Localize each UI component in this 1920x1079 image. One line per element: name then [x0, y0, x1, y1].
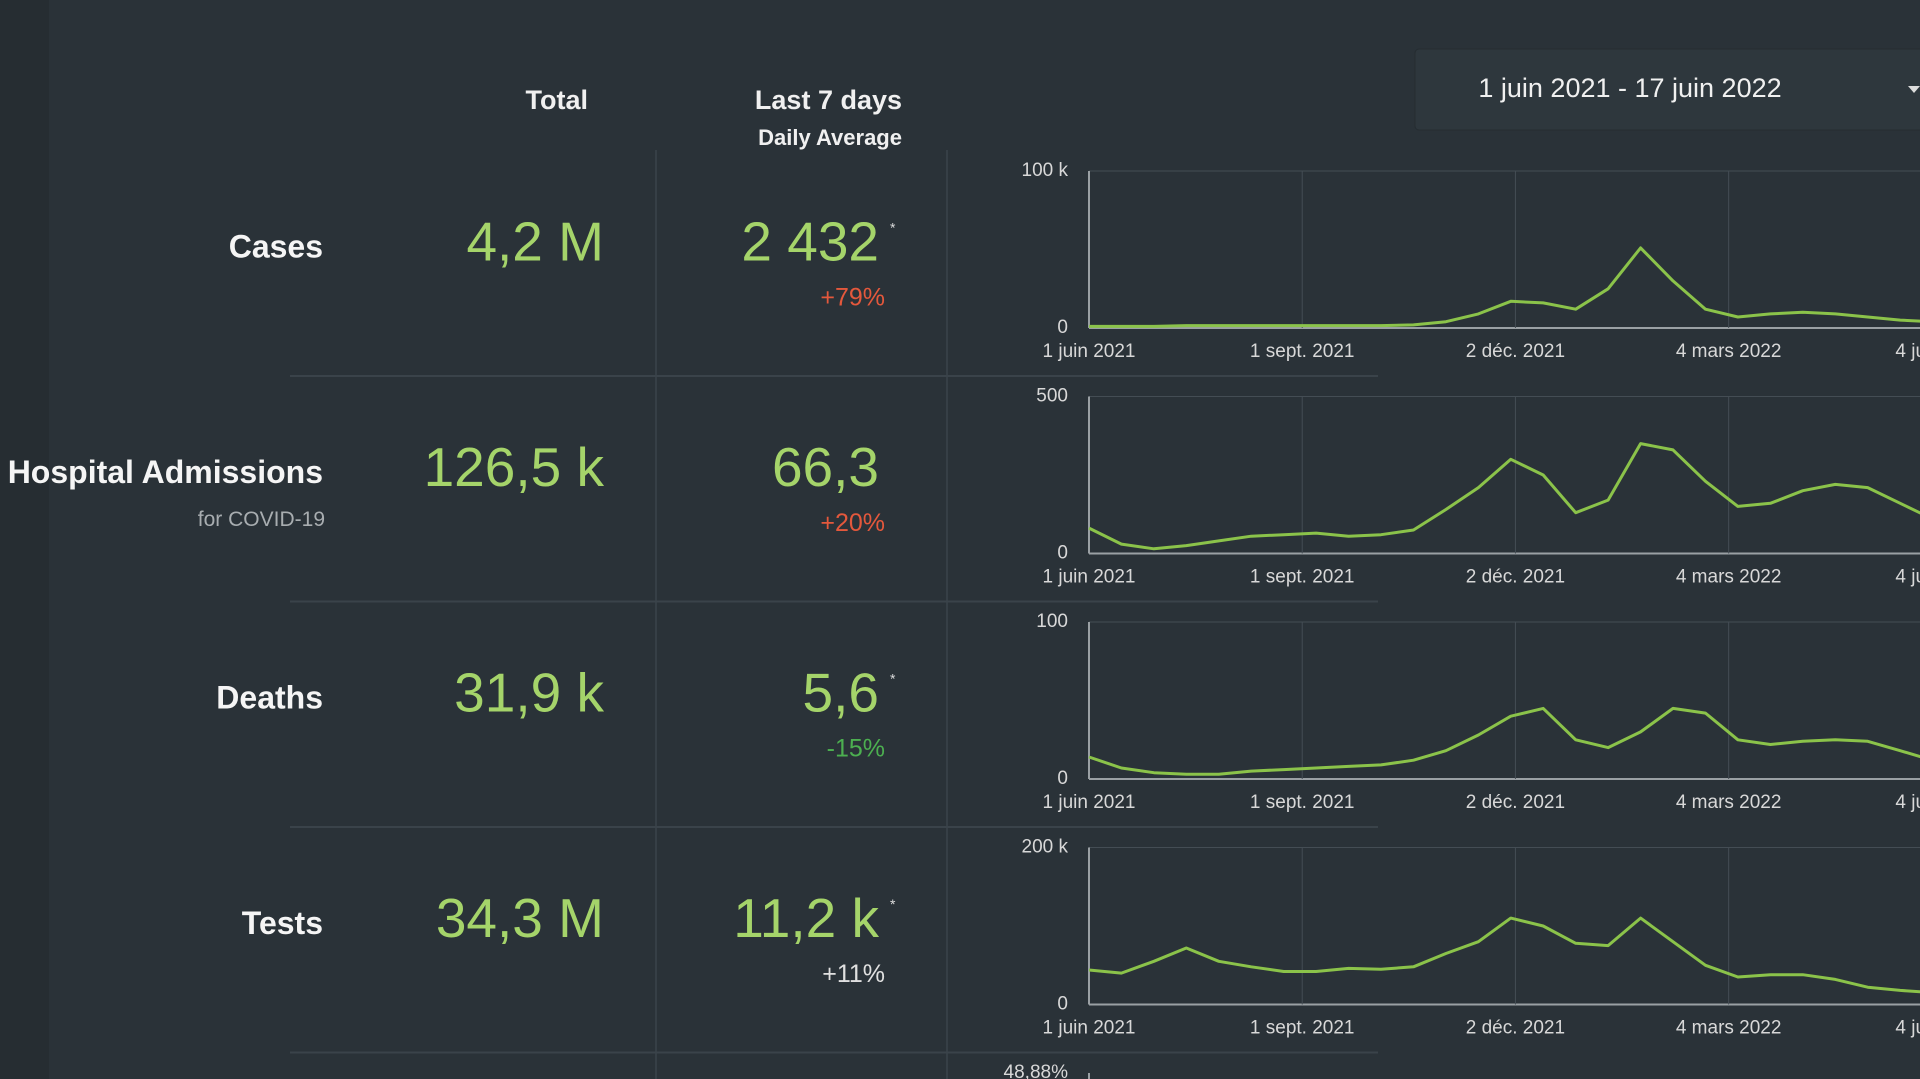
row-label: Hospital Admissions — [8, 454, 323, 490]
dropdown-caret[interactable] — [1908, 86, 1920, 93]
x-tick-label: 4 juin 2022 — [1895, 567, 1920, 588]
x-tick-label: 2 déc. 2021 — [1466, 567, 1565, 588]
header-total: Total — [526, 85, 589, 115]
x-tick-label: 4 mars 2022 — [1676, 341, 1782, 362]
y-tick-label: 0 — [1057, 543, 1068, 564]
x-tick-label: 1 juin 2021 — [1043, 567, 1136, 588]
y-tick-label: 0 — [1057, 317, 1068, 338]
series-line — [1088, 916, 1920, 994]
header-last7-sub: Daily Average — [758, 125, 902, 150]
last7-value: 11,2 k — [733, 887, 879, 949]
last7-value: 66,3 — [772, 436, 879, 498]
x-tick-label: 1 sept. 2021 — [1250, 792, 1355, 813]
row-label: Deaths — [216, 679, 323, 715]
date-range[interactable]: 1 juin 2021 - 17 juin 2022 — [1478, 73, 1781, 103]
series-line — [1088, 442, 1920, 551]
total-value: 4,2 M — [466, 211, 604, 273]
x-tick-label: 1 juin 2021 — [1043, 341, 1136, 362]
side-strip — [0, 0, 49, 1079]
y-tick-label: 48,88% — [1004, 1062, 1069, 1079]
last7-value: 2 432 — [741, 211, 879, 273]
x-tick-label: 4 mars 2022 — [1676, 567, 1782, 588]
x-tick-label: 1 juin 2021 — [1043, 1018, 1136, 1039]
total-value: 34,3 M — [436, 887, 604, 949]
x-tick-label: 1 sept. 2021 — [1250, 567, 1355, 588]
y-tick-label: 100 — [1036, 611, 1068, 632]
x-tick-label: 1 juin 2021 — [1043, 792, 1136, 813]
x-tick-label: 4 juin 2022 — [1895, 1018, 1920, 1039]
date-picker[interactable] — [1414, 48, 1920, 131]
last7-value: 5,6 — [803, 662, 879, 724]
note-marker: * — [890, 671, 896, 687]
row-label: Cases — [229, 228, 323, 264]
row-sublabel: for COVID-19 — [198, 508, 325, 531]
x-tick-label: 4 juin 2022 — [1895, 792, 1920, 813]
series-line — [1088, 706, 1920, 776]
header-last7: Last 7 days — [755, 85, 902, 115]
x-tick-label: 1 sept. 2021 — [1250, 341, 1355, 362]
note-marker: * — [890, 220, 896, 236]
x-tick-label: 2 déc. 2021 — [1466, 341, 1565, 362]
x-tick-label: 4 juin 2022 — [1895, 341, 1920, 362]
delta: +11% — [822, 960, 885, 988]
y-tick-label: 100 k — [1022, 160, 1069, 181]
x-tick-label: 1 sept. 2021 — [1250, 1018, 1355, 1039]
total-value: 31,9 k — [454, 662, 604, 724]
delta: +79% — [820, 284, 885, 312]
row-label: Tests — [242, 905, 323, 941]
x-tick-label: 2 déc. 2021 — [1466, 1018, 1565, 1039]
note-marker: * — [890, 896, 896, 912]
delta: +20% — [820, 509, 885, 537]
y-tick-label: 500 — [1036, 386, 1068, 407]
total-value: 126,5 k — [424, 436, 605, 498]
x-tick-label: 2 déc. 2021 — [1466, 792, 1565, 813]
y-tick-label: 0 — [1057, 768, 1068, 789]
y-tick-label: 0 — [1057, 994, 1068, 1015]
delta: -15% — [827, 735, 885, 763]
x-tick-label: 4 mars 2022 — [1676, 792, 1782, 813]
y-tick-label: 200 k — [1022, 837, 1069, 858]
x-tick-label: 4 mars 2022 — [1676, 1018, 1782, 1039]
series-line — [1089, 246, 1920, 328]
